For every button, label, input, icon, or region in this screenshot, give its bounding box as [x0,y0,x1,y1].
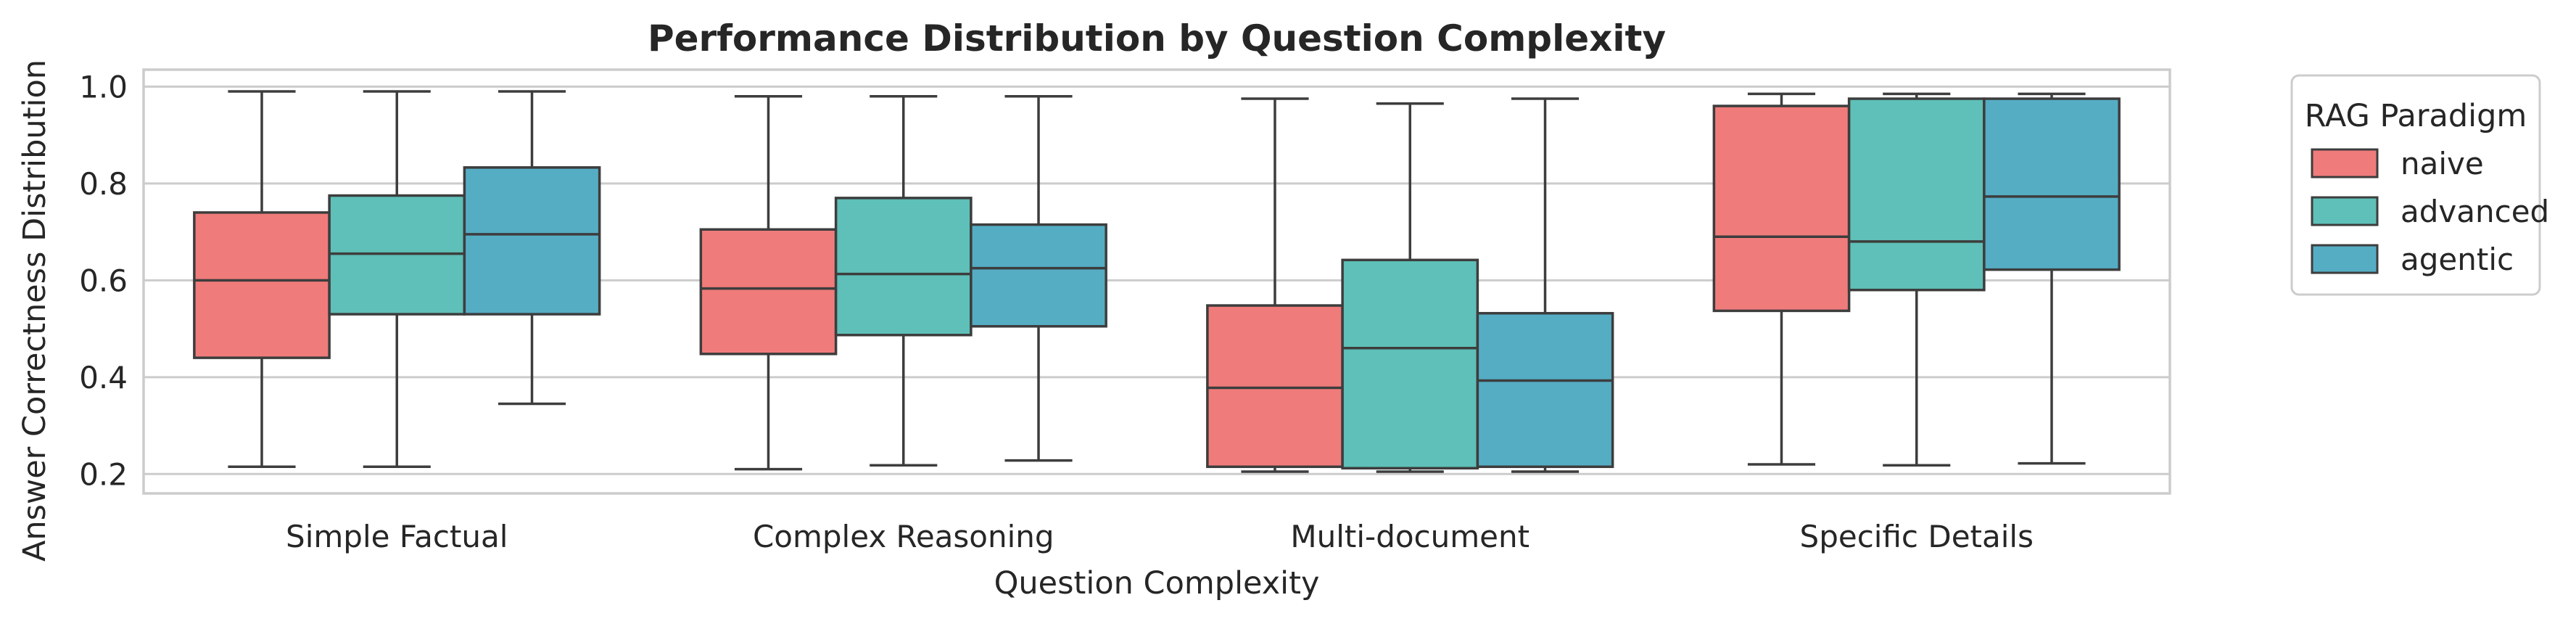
box-naive-2 [1206,97,1344,473]
x-tick-label: Complex Reasoning [753,519,1054,554]
box-advanced-1 [834,94,973,467]
box-body [699,228,838,356]
y-tick-label: 1.0 [79,69,128,104]
box-body [1476,311,1614,469]
box-body [1712,104,1851,313]
box-naive-0 [193,90,331,469]
box-agentic-1 [970,94,1107,462]
box-naive-3 [1712,92,1851,466]
box-agentic-3 [1983,92,2121,465]
y-tick-label: 0.4 [79,360,128,395]
box-advanced-2 [1341,102,1479,473]
box-plot-marks [193,90,2121,473]
box-body [463,166,601,316]
legend-item-advanced: advanced [2311,194,2549,229]
legend-label: agentic [2400,242,2514,277]
box-body [1983,97,2121,271]
x-tick-label: Multi-document [1290,519,1530,554]
legend: RAG Paradigm naive advanced agentic [2290,74,2549,296]
x-axis-label: Question Complexity [994,565,1320,602]
box-agentic-0 [463,90,601,406]
box-body [193,211,331,359]
legend-swatch [2311,244,2379,274]
legend-item-naive: naive [2311,146,2484,181]
legend-frame [2290,74,2541,296]
legend-swatch [2311,196,2379,226]
box-body [1206,304,1344,469]
y-tick-label: 0.2 [79,456,128,492]
y-tick-label: 0.8 [79,166,128,202]
legend-items: naive advanced agentic [2311,146,2549,277]
y-axis-ticks: 0.2 0.4 0.6 0.8 1.0 [79,69,128,492]
box-body [834,197,973,337]
chart-title: Performance Distribution by Question Com… [648,17,1666,59]
box-advanced-0 [328,90,466,469]
box-body [1847,97,1986,292]
box-naive-1 [699,94,838,471]
box-body [970,223,1107,328]
x-axis-ticks: Simple Factual Complex Reasoning Multi-doc… [286,519,2034,554]
legend-label: advanced [2400,194,2549,229]
box-agentic-2 [1476,97,1614,473]
legend-label: naive [2400,146,2484,181]
box-advanced-3 [1847,92,1986,467]
x-tick-label: Specific Details [1800,519,2034,554]
plot-area-frame [142,68,2171,495]
legend-item-agentic: agentic [2311,242,2514,277]
legend-title: RAG Paradigm [2305,98,2527,134]
y-axis-label: Answer Correctness Distribution [17,59,53,562]
x-tick-label: Simple Factual [286,519,508,554]
y-tick-label: 0.6 [79,263,128,298]
legend-swatch [2311,148,2379,178]
box-body [1341,258,1479,470]
